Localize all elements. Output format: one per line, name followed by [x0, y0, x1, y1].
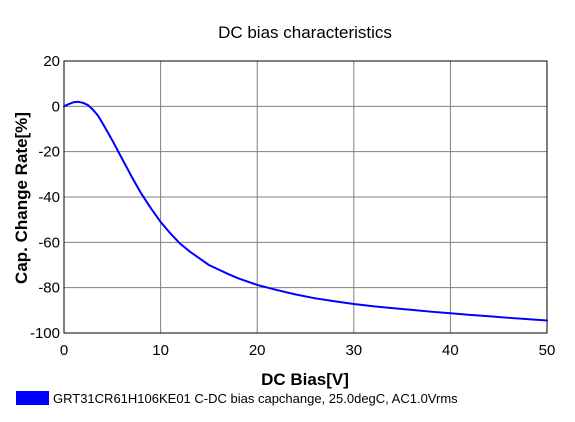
chart-title: DC bias characteristics [218, 23, 392, 42]
series-line [63, 100, 548, 322]
legend-swatch [16, 391, 49, 405]
tick-labels: 0 10 20 30 40 50 -100 -80 -60 -40 -20 0 20 [30, 53, 555, 359]
y-tick-label: -80 [38, 280, 60, 297]
x-axis-label: DC Bias[V] [261, 370, 349, 389]
y-axis-label: Cap. Change Rate[%] [12, 112, 31, 284]
y-tick-label: -40 [38, 189, 60, 206]
legend: GRT31CR61H106KE01 C-DC bias capchange, 2… [16, 391, 458, 406]
x-tick-label: 10 [152, 342, 169, 359]
grid-lines [63, 60, 548, 334]
x-tick-label: 40 [442, 342, 459, 359]
y-tick-label: 20 [43, 53, 60, 70]
y-tick-label: -20 [38, 144, 60, 161]
x-tick-label: 0 [60, 342, 68, 359]
y-tick-label: -100 [30, 325, 60, 342]
y-tick-label: -60 [38, 234, 60, 251]
x-tick-label: 30 [345, 342, 362, 359]
x-tick-label: 50 [539, 342, 556, 359]
x-tick-label: 20 [249, 342, 266, 359]
series-layer [63, 100, 548, 322]
plot-area [63, 60, 548, 334]
y-tick-label: 0 [52, 98, 60, 115]
legend-label: GRT31CR61H106KE01 C-DC bias capchange, 2… [53, 391, 458, 406]
